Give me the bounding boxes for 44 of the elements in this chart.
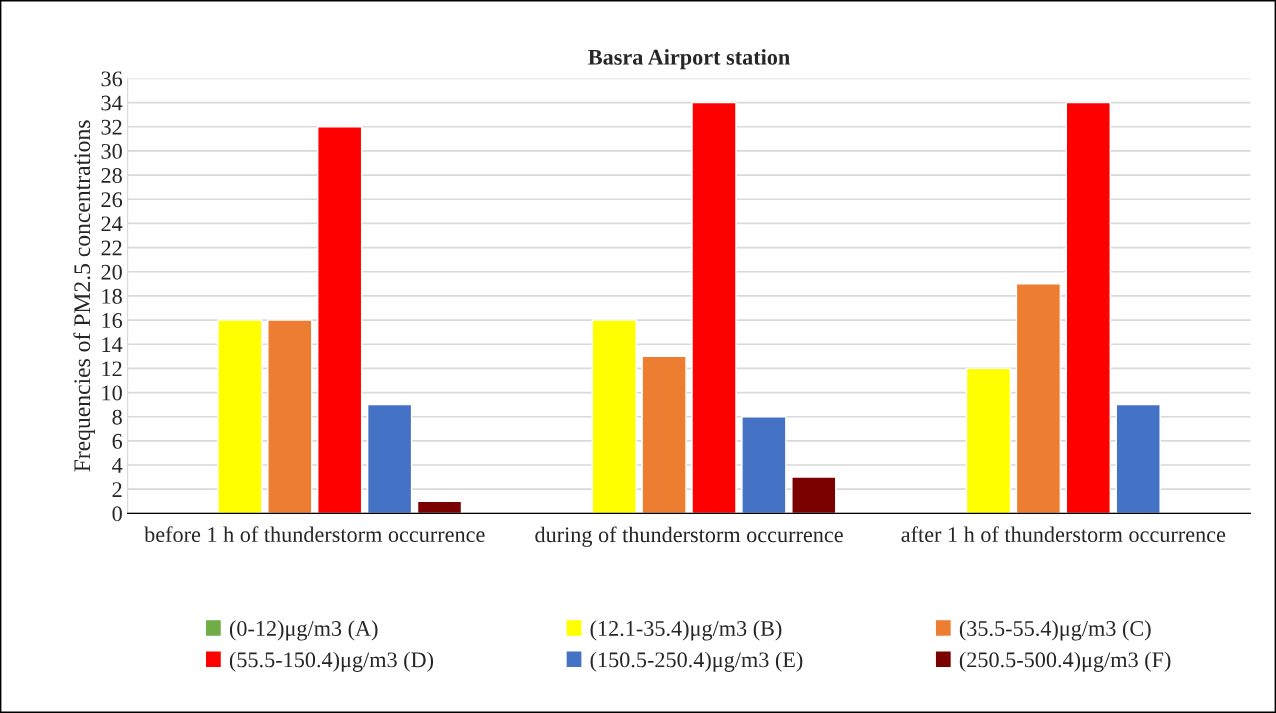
y-tick-label: 6	[112, 433, 123, 449]
bar	[1115, 403, 1161, 514]
bar	[641, 355, 687, 514]
chart-title: Basra Airport station	[588, 49, 790, 70]
y-tick-label: 36	[101, 71, 123, 87]
bar	[591, 319, 637, 514]
x-tick-label: before 1 h of thunderstorm occurrence	[144, 526, 485, 543]
legend-label: (150.5-250.4)μg/m3 (E)	[590, 651, 803, 672]
bar	[741, 416, 787, 514]
y-tick-label: 24	[101, 216, 123, 232]
y-tick-label: 34	[101, 95, 123, 111]
bar	[965, 367, 1012, 514]
legend-label: (250.5-500.4)μg/m3 (F)	[959, 651, 1171, 672]
x-tick-label: during of thunderstorm occurrence	[535, 526, 843, 547]
y-tick-label: 8	[112, 409, 122, 425]
bar	[366, 403, 413, 514]
bar	[1015, 283, 1062, 514]
y-axis-title: Frequencies of PM2.5 concentrations	[73, 120, 95, 472]
legend-label: (0-12)μg/m3 (A)	[229, 620, 378, 641]
y-tick-label: 14	[102, 337, 123, 352]
y-tick-label: 16	[102, 313, 123, 328]
bar	[317, 126, 363, 514]
bar	[416, 500, 463, 514]
y-tick-label: 28	[101, 168, 122, 184]
x-tick-label: after 1 h of thunderstorm occurrence	[901, 526, 1226, 543]
y-tick-label: 0	[112, 506, 122, 522]
legend-label: (12.1-35.4)μg/m3 (B)	[590, 620, 782, 641]
bar	[691, 101, 737, 514]
y-tick-label: 30	[101, 143, 122, 159]
y-tick-label: 2	[112, 482, 122, 497]
bar	[1065, 101, 1111, 514]
y-tick-label: 10	[102, 385, 122, 401]
y-tick-label: 32	[101, 119, 122, 135]
y-tick-label: 22	[101, 240, 122, 256]
y-tick-label: 18	[102, 288, 122, 304]
legend-label: (55.5-150.4)μg/m3 (D)	[229, 651, 434, 672]
legend-label: (35.5-55.4)μg/m3 (C)	[959, 620, 1151, 641]
bar	[267, 319, 313, 514]
y-tick-label: 20	[101, 264, 122, 280]
y-tick-label: 4	[112, 458, 123, 473]
y-tick-label: 12	[102, 361, 122, 377]
bar	[791, 476, 837, 514]
y-tick-label: 26	[101, 192, 123, 208]
bar	[217, 319, 263, 514]
